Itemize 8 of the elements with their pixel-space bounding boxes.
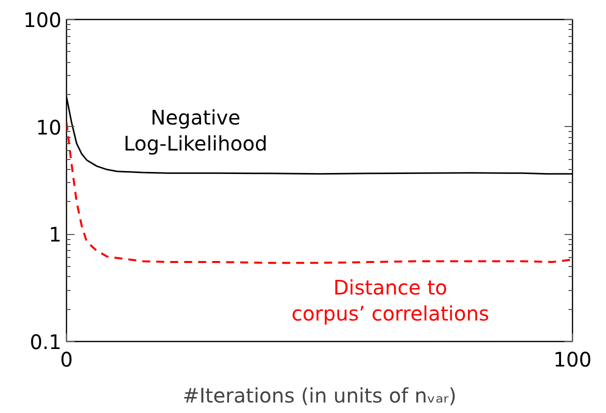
y-tick-label: 0.1 bbox=[30, 330, 62, 354]
annotation: Distance to corpus’ correlations bbox=[291, 276, 490, 326]
annotation: Negative Log-Likelihood bbox=[124, 106, 268, 156]
y-tick-label: 10 bbox=[36, 115, 62, 140]
x-axis-title: #Iterations (in units of nᵥₐᵣ) bbox=[182, 384, 456, 408]
y-tick-label: 100 bbox=[23, 8, 62, 32]
x-tick-label: 0 bbox=[60, 348, 73, 372]
y-tick-label: 1 bbox=[48, 222, 62, 247]
